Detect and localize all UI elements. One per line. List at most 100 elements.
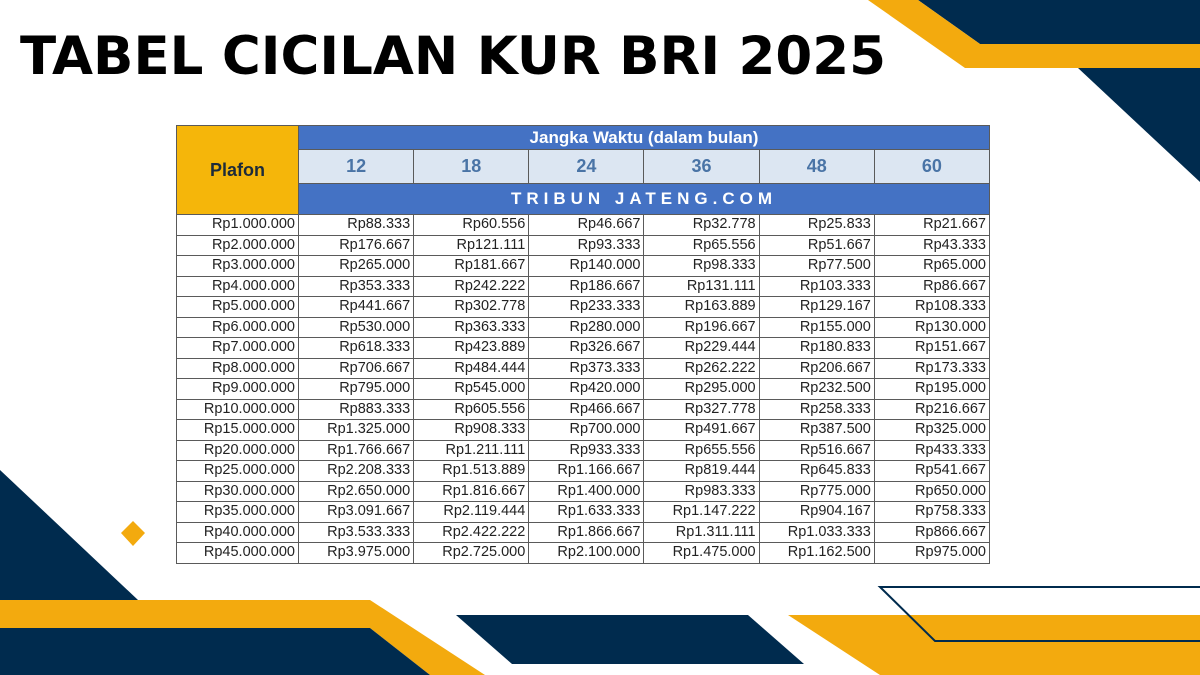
installment-cell: Rp1.311.111: [643, 521, 760, 543]
installment-cell: Rp25.833: [758, 214, 875, 236]
installment-cell: Rp242.222: [413, 275, 530, 297]
installment-cell: Rp423.889: [413, 337, 530, 359]
installment-cell: Rp433.333: [873, 439, 991, 461]
term-header: 36: [643, 149, 760, 184]
installment-cell: Rp795.000: [297, 378, 415, 400]
installment-cell: Rp866.667: [873, 521, 991, 543]
table-row: Rp8.000.000 Rp706.667 Rp484.444 Rp373.333 Rp…: [176, 357, 991, 379]
installment-cell: Rp93.333: [528, 234, 645, 256]
installment-cell: Rp1.816.667: [413, 480, 530, 502]
installment-cell: Rp176.667: [297, 234, 415, 256]
installment-cell: Rp545.000: [413, 378, 530, 400]
term-header: 24: [528, 149, 645, 184]
installment-cell: Rp77.500: [758, 255, 875, 277]
bottom-left-navy-band: [0, 628, 430, 675]
plafon-cell: Rp4.000.000: [176, 275, 299, 297]
installment-cell: Rp258.333: [758, 398, 875, 420]
bottom-right-orange-shape: [788, 615, 1200, 675]
installment-cell: Rp43.333: [873, 234, 991, 256]
table-row: Rp5.000.000 Rp441.667 Rp302.778 Rp233.333 Rp…: [176, 296, 991, 318]
installment-cell: Rp933.333: [528, 439, 645, 461]
term-header: 60: [873, 149, 991, 184]
installment-cell: Rp908.333: [413, 419, 530, 441]
installment-cell: Rp645.833: [758, 460, 875, 482]
installment-cell: Rp491.667: [643, 419, 760, 441]
installment-cell: Rp326.667: [528, 337, 645, 359]
installment-cell: Rp1.633.333: [528, 501, 645, 523]
plafon-cell: Rp3.000.000: [176, 255, 299, 277]
plafon-header: Plafon: [176, 125, 299, 215]
installment-cell: Rp229.444: [643, 337, 760, 359]
installment-cell: Rp2.422.222: [413, 521, 530, 543]
plafon-cell: Rp20.000.000: [176, 439, 299, 461]
installment-cell: Rp129.167: [758, 296, 875, 318]
installment-cell: Rp65.000: [873, 255, 991, 277]
installment-cell: Rp3.091.667: [297, 501, 415, 523]
bottom-left-orange-stripe: [0, 600, 485, 675]
term-header: 18: [413, 149, 530, 184]
installment-cell: Rp1.147.222: [643, 501, 760, 523]
installment-cell: Rp233.333: [528, 296, 645, 318]
installment-cell: Rp387.500: [758, 419, 875, 441]
plafon-cell: Rp40.000.000: [176, 521, 299, 543]
term-header: 12: [297, 149, 415, 184]
installment-cell: Rp130.000: [873, 316, 991, 338]
table-row: Rp45.000.000 Rp3.975.000 Rp2.725.000 Rp2.10…: [176, 542, 991, 564]
installment-cell: Rp46.667: [528, 214, 645, 236]
watermark-row: TRIBUN JATENG.COM: [298, 183, 990, 215]
installment-cell: Rp262.222: [643, 357, 760, 379]
installment-table: Plafon Jangka Waktu (dalam bulan) 12 18 24…: [176, 125, 991, 564]
installment-cell: Rp280.000: [528, 316, 645, 338]
installment-cell: Rp2.208.333: [297, 460, 415, 482]
installment-cell: Rp51.667: [758, 234, 875, 256]
installment-cell: Rp1.325.000: [297, 419, 415, 441]
diamond-icon: [121, 521, 145, 546]
table-row: Rp1.000.000 Rp88.333 Rp60.556 Rp46.667 Rp32.…: [176, 214, 991, 236]
installment-cell: Rp530.000: [297, 316, 415, 338]
plafon-cell: Rp30.000.000: [176, 480, 299, 502]
installment-cell: Rp131.111: [643, 275, 760, 297]
plafon-cell: Rp7.000.000: [176, 337, 299, 359]
installment-cell: Rp32.778: [643, 214, 760, 236]
installment-cell: Rp108.333: [873, 296, 991, 318]
installment-cell: Rp819.444: [643, 460, 760, 482]
table-row: Rp40.000.000 Rp3.533.333 Rp2.422.222 Rp1.86…: [176, 521, 991, 543]
table-row: Rp30.000.000 Rp2.650.000 Rp1.816.667 Rp1.40…: [176, 480, 991, 502]
installment-cell: Rp775.000: [758, 480, 875, 502]
table-row: Rp4.000.000 Rp353.333 Rp242.222 Rp186.667 Rp…: [176, 275, 991, 297]
installment-cell: Rp373.333: [528, 357, 645, 379]
installment-cell: Rp88.333: [297, 214, 415, 236]
installment-cell: Rp3.975.000: [297, 542, 415, 564]
page-title: TABEL CICILAN KUR BRI 2025: [20, 26, 887, 87]
installment-cell: Rp163.889: [643, 296, 760, 318]
installment-cell: Rp758.333: [873, 501, 991, 523]
installment-cell: Rp121.111: [413, 234, 530, 256]
installment-cell: Rp140.000: [528, 255, 645, 277]
table-row: Rp6.000.000 Rp530.000 Rp363.333 Rp280.000 Rp…: [176, 316, 991, 338]
installment-cell: Rp186.667: [528, 275, 645, 297]
installment-cell: Rp327.778: [643, 398, 760, 420]
installment-cell: Rp98.333: [643, 255, 760, 277]
plafon-cell: Rp15.000.000: [176, 419, 299, 441]
installment-cell: Rp466.667: [528, 398, 645, 420]
installment-cell: Rp363.333: [413, 316, 530, 338]
installment-cell: Rp86.667: [873, 275, 991, 297]
installment-cell: Rp325.000: [873, 419, 991, 441]
installment-cell: Rp650.000: [873, 480, 991, 502]
installment-cell: Rp295.000: [643, 378, 760, 400]
installment-cell: Rp265.000: [297, 255, 415, 277]
installment-cell: Rp206.667: [758, 357, 875, 379]
installment-cell: Rp1.513.889: [413, 460, 530, 482]
installment-cell: Rp1.475.000: [643, 542, 760, 564]
plafon-cell: Rp1.000.000: [176, 214, 299, 236]
top-orange-stripe: [868, 0, 1200, 68]
installment-cell: Rp196.667: [643, 316, 760, 338]
installment-cell: Rp2.100.000: [528, 542, 645, 564]
installment-cell: Rp2.725.000: [413, 542, 530, 564]
plafon-cell: Rp2.000.000: [176, 234, 299, 256]
installment-cell: Rp605.556: [413, 398, 530, 420]
installment-cell: Rp1.162.500: [758, 542, 875, 564]
installment-cell: Rp2.650.000: [297, 480, 415, 502]
installment-cell: Rp195.000: [873, 378, 991, 400]
installment-cell: Rp353.333: [297, 275, 415, 297]
